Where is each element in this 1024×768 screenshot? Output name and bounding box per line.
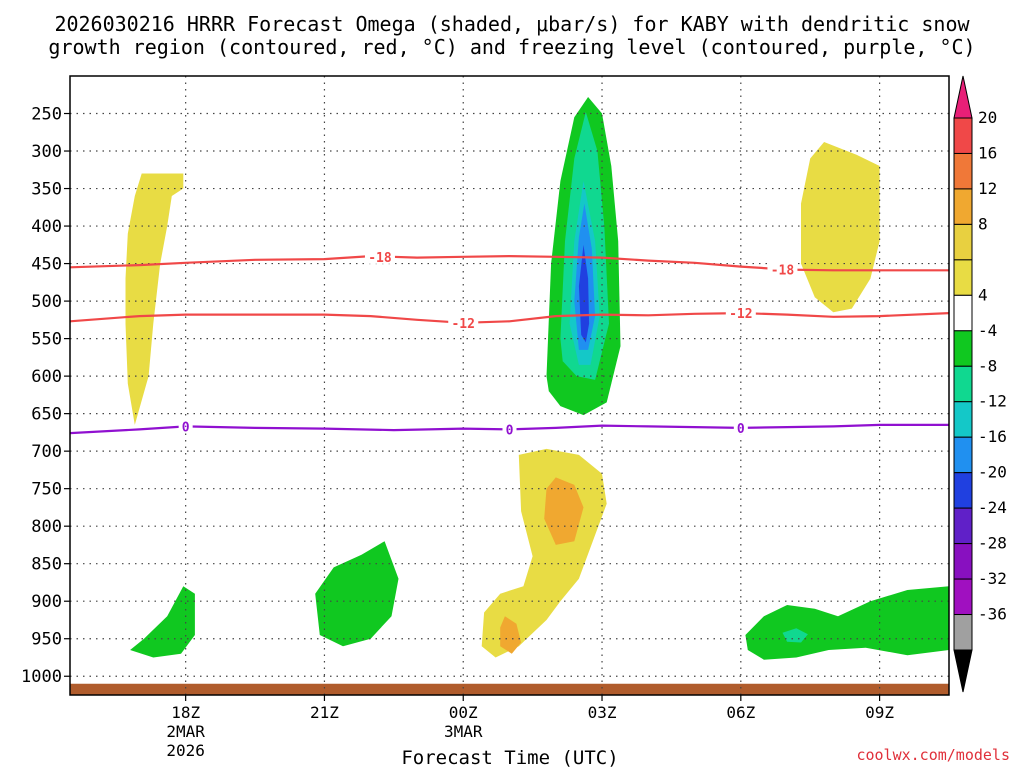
- contour-label-bg: [725, 305, 756, 321]
- contour-label: -12: [451, 317, 474, 332]
- contour-label: 0: [182, 420, 190, 435]
- omega-region-downward-low-orange2: [500, 616, 522, 654]
- colorbar-swatch: [953, 294, 973, 332]
- colorbar-label: 20: [978, 108, 997, 127]
- colorbar-label: -12: [978, 392, 1007, 411]
- surface-ground-band: [70, 683, 949, 695]
- y-tick-label: 450: [31, 255, 62, 275]
- colorbar-label: 8: [978, 214, 988, 233]
- y-tick-label: 1000: [21, 667, 62, 687]
- x-axis-label: Forecast Time (UTC): [401, 747, 618, 768]
- y-tick-label: 250: [31, 105, 62, 125]
- contour-freezing-level: [70, 423, 949, 435]
- colorbar-swatch: [953, 188, 973, 225]
- credit-text: coolwx.com/models: [856, 746, 1010, 764]
- contour-label-bg: [502, 421, 517, 437]
- y-tick-label: 900: [31, 592, 62, 612]
- colorbar-swatch: [953, 543, 973, 580]
- colorbar-label: -36: [978, 605, 1007, 624]
- colorbar-swatch: [953, 436, 973, 474]
- y-tick-label: 750: [31, 480, 62, 500]
- colorbar-swatch: [953, 259, 973, 296]
- colorbar-swatch: [953, 507, 973, 545]
- omega-region-downward-right-column: [801, 142, 880, 313]
- y-tick-label: 400: [31, 217, 62, 237]
- colorbar-swatch: [953, 152, 973, 190]
- omega-region-upward-core-blue: [578, 244, 590, 343]
- colorbar-swatch: [953, 578, 973, 616]
- colorbar-label: -16: [978, 427, 1007, 446]
- y-tick-label: 800: [31, 517, 62, 537]
- colorbar-label: 12: [978, 179, 997, 198]
- x-tick-date: 2MAR: [166, 722, 205, 741]
- colorbar-top-arrow: [953, 75, 973, 119]
- contour-label: -18: [368, 251, 392, 266]
- y-tick-label: 850: [31, 555, 62, 575]
- colorbar-label: -28: [978, 534, 1007, 553]
- omega-region-upward-lowlevel-mid: [315, 541, 399, 647]
- colorbar-swatch: [953, 614, 973, 651]
- colorbar-swatch: [953, 472, 973, 509]
- contour-label: 0: [737, 422, 745, 437]
- colorbar-label: -24: [978, 498, 1007, 517]
- colorbar-label: -32: [978, 569, 1007, 588]
- x-tick-label: 18Z: [171, 703, 200, 722]
- contour-label: -12: [729, 307, 752, 322]
- colorbar-swatch: [953, 401, 973, 438]
- chart-title-line1: 2026030216 HRRR Forecast Omega (shaded, …: [54, 12, 970, 36]
- omega-region-upward-lowlevel-right: [745, 586, 949, 660]
- contour-label-bg: [733, 419, 748, 435]
- y-tick-label: 600: [31, 367, 62, 387]
- omega-region-upward-lowlevel-left: [130, 586, 195, 658]
- colorbar-label: -8: [978, 356, 997, 375]
- x-tick-label: 03Z: [588, 703, 617, 722]
- colorbar-swatch: [953, 117, 973, 154]
- colorbar-label: -4: [978, 321, 997, 340]
- y-tick-label: 500: [31, 292, 62, 312]
- x-tick-label: 21Z: [310, 703, 339, 722]
- x-tick-label: 09Z: [865, 703, 894, 722]
- colorbar-label: -20: [978, 463, 1007, 482]
- contour-label: -18: [771, 264, 795, 279]
- colorbar-bottom-arrow: [953, 649, 973, 693]
- colorbar-swatch: [953, 330, 973, 367]
- colorbar-swatch: [953, 223, 973, 261]
- omega-region-downward-low-blob: [481, 448, 607, 658]
- x-tick-year: 2026: [166, 741, 205, 760]
- x-tick-label: 00Z: [449, 703, 478, 722]
- y-tick-label: 350: [31, 180, 62, 200]
- contour-label-bg: [178, 418, 193, 434]
- colorbar-label: 16: [978, 143, 997, 162]
- colorbar-swatch: [953, 365, 973, 403]
- plot-frame: [69, 75, 950, 696]
- x-tick-label: 06Z: [726, 703, 755, 722]
- y-tick-label: 550: [31, 330, 62, 350]
- omega-region-downward-left-column: [125, 173, 184, 425]
- contour-label-bg: [364, 248, 395, 264]
- y-tick-label: 650: [31, 405, 62, 425]
- chart-title-line2: growth region (contoured, red, °C) and f…: [48, 35, 975, 59]
- omega-region-upward-lowlevel-right-teal: [782, 628, 808, 643]
- contour-label-bg: [448, 314, 479, 330]
- colorbar: 20 16 12 8 4 -4 -8 -12 -16 -20 -24 -28 -32 -36: [953, 75, 1007, 693]
- contour-dendritic-lower: [70, 311, 949, 324]
- contour-label-bg: [767, 261, 798, 277]
- y-tick-label: 700: [31, 442, 62, 462]
- y-tick-label: 300: [31, 142, 62, 162]
- x-tick-date: 3MAR: [444, 722, 483, 741]
- colorbar-label: 4: [978, 285, 988, 304]
- omega-region-downward-low-orange: [544, 477, 584, 545]
- y-tick-label: 950: [31, 630, 62, 650]
- contour-label: 0: [506, 423, 514, 438]
